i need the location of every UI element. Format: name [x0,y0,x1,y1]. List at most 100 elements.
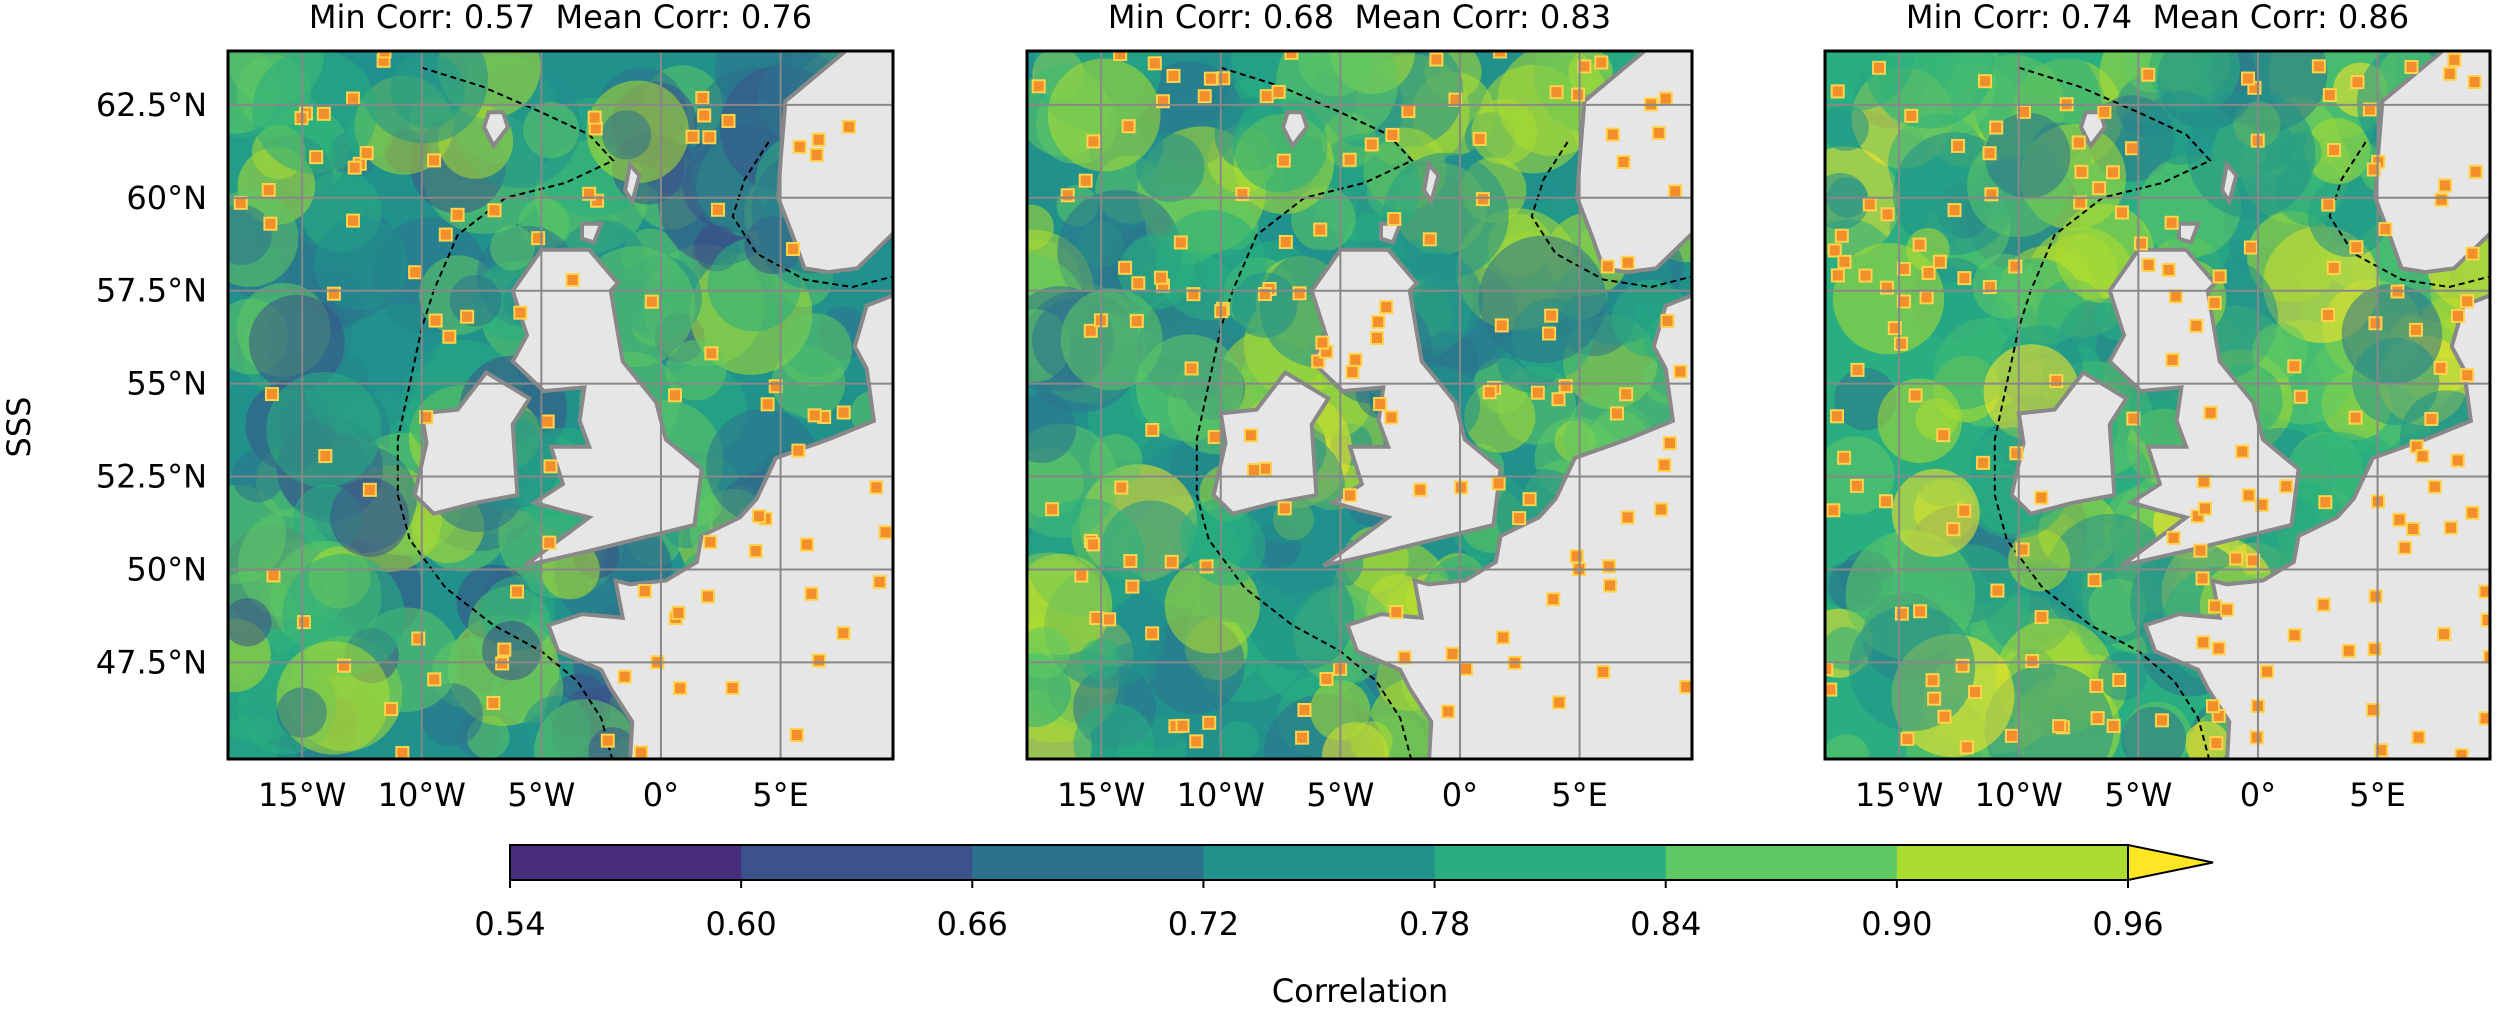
station [671,605,686,620]
station [791,443,806,458]
field-patch [1027,204,1054,250]
station [1277,501,1292,516]
land [1421,159,1441,207]
station [1551,392,1566,407]
station [2207,295,2222,310]
station [309,150,324,165]
field-patch [2186,89,2316,219]
station [2424,412,2439,427]
station [1925,673,1940,688]
lat-tick-label: 62.5°N [96,86,207,124]
station [264,387,279,402]
station [1936,428,1951,443]
station [2071,135,2086,150]
station [1385,127,1400,142]
station [1932,254,1947,269]
station [2467,74,2482,89]
field-patch [266,372,382,488]
station [1131,276,1146,291]
field-patch [778,313,852,387]
station [1086,537,1101,552]
field-patch [1825,104,1869,152]
station [1542,326,1557,341]
station [1086,134,1101,149]
station [1207,429,1222,444]
station [1482,385,1497,400]
shelf-edge [1993,66,2212,759]
field-patch [1471,98,1538,165]
station [1295,730,1310,745]
station [1957,271,1972,286]
station [789,728,804,743]
station [841,119,856,134]
station [1651,125,1666,140]
station [1491,476,1506,491]
station [2287,628,2302,643]
station [2211,641,2226,656]
station [2478,711,2490,726]
station [2327,143,2342,158]
station [1957,503,1972,518]
station [2427,479,2442,494]
lon-tick-label: 5°E [752,776,809,814]
station [2443,520,2458,535]
colorbar-frame [509,844,2129,881]
station [2004,728,2019,743]
station [326,286,341,301]
station [1371,314,1386,329]
station [1968,685,1983,700]
lon-tick-label: 15°W [1855,776,1943,814]
field-patch [1136,133,1205,202]
station [2220,602,2235,617]
station [1658,91,1673,106]
station [1946,522,1961,537]
station [362,482,377,497]
station [540,414,555,429]
station [1246,463,1261,478]
station [1496,630,1511,645]
colorbar-segment [1434,845,1667,880]
station [2074,164,2089,179]
station [702,130,717,145]
colorbar-segment [510,845,742,880]
station [2478,584,2490,599]
station [2349,240,2364,255]
station [760,397,775,412]
station [1546,592,1561,607]
station [2241,71,2256,86]
station [2367,641,2382,656]
station [2259,664,2274,679]
station [2166,530,2181,545]
field-patch [1218,721,1259,759]
field-patch [252,51,377,174]
station [1850,362,1865,377]
station [1397,650,1412,665]
station [1594,55,1609,70]
station [2368,316,2383,331]
station [2196,474,2211,489]
station [1074,568,1089,583]
colorbar-extend [2127,843,2214,882]
station [700,589,715,604]
station [2350,75,2365,90]
station [261,183,276,198]
station [2034,610,2049,625]
station [531,231,546,246]
station [1118,260,1133,275]
station [2392,512,2407,527]
station [513,305,528,320]
shelf-edge [2328,141,2490,289]
station [1284,51,1299,60]
station [2241,488,2256,503]
station [617,669,632,684]
station [2246,553,2261,568]
station [2164,215,2179,230]
station [497,642,512,657]
lon-tick-label: 10°W [378,776,466,814]
field-patch [1027,627,1071,680]
station [2316,597,2331,612]
station [1978,74,1993,89]
station [495,656,510,671]
station [1271,84,1286,99]
